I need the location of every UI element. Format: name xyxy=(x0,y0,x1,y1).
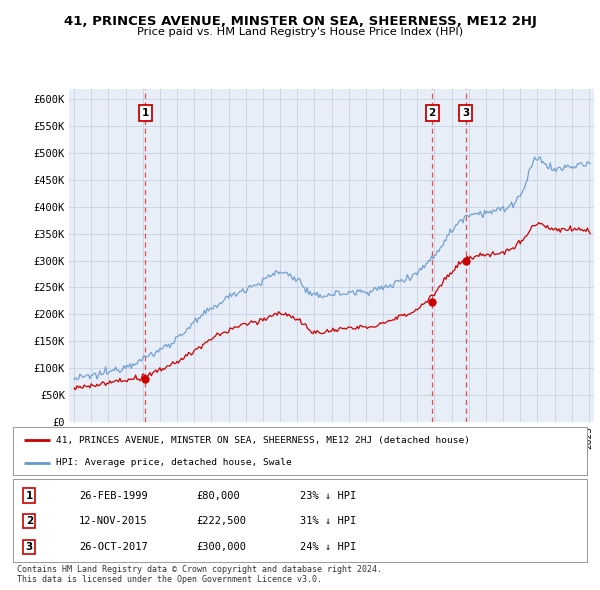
Text: Price paid vs. HM Land Registry's House Price Index (HPI): Price paid vs. HM Land Registry's House … xyxy=(137,27,463,37)
Text: HPI: Average price, detached house, Swale: HPI: Average price, detached house, Swal… xyxy=(56,458,292,467)
Text: 41, PRINCES AVENUE, MINSTER ON SEA, SHEERNESS, ME12 2HJ: 41, PRINCES AVENUE, MINSTER ON SEA, SHEE… xyxy=(64,15,536,28)
Text: 3: 3 xyxy=(462,108,469,117)
Text: This data is licensed under the Open Government Licence v3.0.: This data is licensed under the Open Gov… xyxy=(17,575,322,584)
Text: 3: 3 xyxy=(26,542,33,552)
Text: 1: 1 xyxy=(26,491,33,500)
Text: 1: 1 xyxy=(142,108,149,117)
Text: £222,500: £222,500 xyxy=(197,516,247,526)
Text: 41, PRINCES AVENUE, MINSTER ON SEA, SHEERNESS, ME12 2HJ (detached house): 41, PRINCES AVENUE, MINSTER ON SEA, SHEE… xyxy=(56,435,470,445)
Text: £80,000: £80,000 xyxy=(197,491,241,500)
Text: £300,000: £300,000 xyxy=(197,542,247,552)
Text: 26-FEB-1999: 26-FEB-1999 xyxy=(79,491,148,500)
Text: 2: 2 xyxy=(428,108,436,117)
Text: 2: 2 xyxy=(26,516,33,526)
Text: 12-NOV-2015: 12-NOV-2015 xyxy=(79,516,148,526)
Text: 24% ↓ HPI: 24% ↓ HPI xyxy=(300,542,356,552)
Text: 31% ↓ HPI: 31% ↓ HPI xyxy=(300,516,356,526)
Text: 23% ↓ HPI: 23% ↓ HPI xyxy=(300,491,356,500)
Text: Contains HM Land Registry data © Crown copyright and database right 2024.: Contains HM Land Registry data © Crown c… xyxy=(17,565,382,573)
Text: 26-OCT-2017: 26-OCT-2017 xyxy=(79,542,148,552)
